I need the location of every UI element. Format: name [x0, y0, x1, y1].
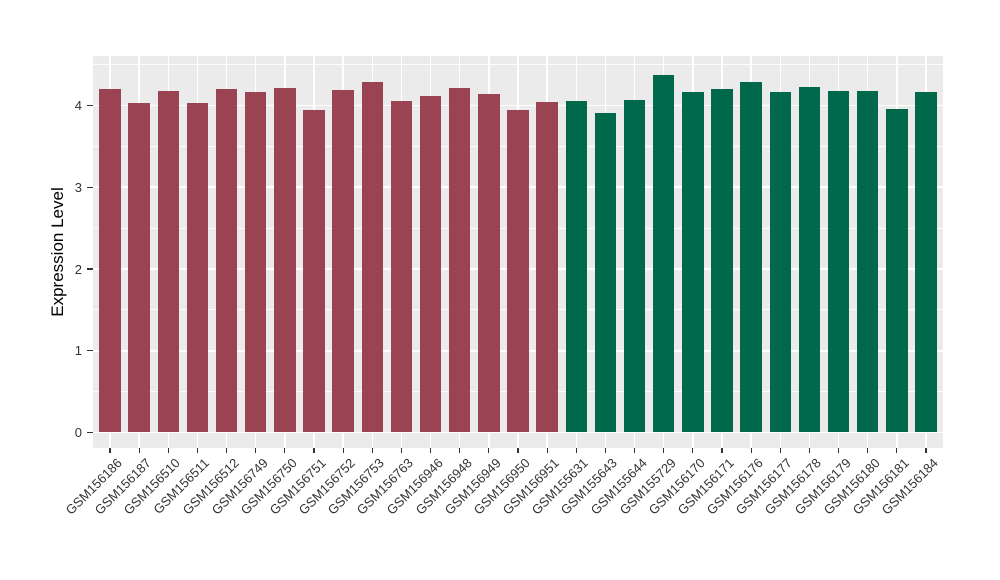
y-tick-mark [87, 186, 93, 188]
x-tick-mark [196, 448, 199, 453]
bar [740, 81, 762, 433]
bar [623, 99, 646, 433]
x-tick-mark [721, 448, 723, 453]
bar [711, 89, 733, 433]
bar [274, 87, 296, 433]
x-tick-mark [925, 448, 927, 453]
x-tick-mark [225, 448, 228, 453]
bar [448, 87, 471, 433]
y-tick-mark [87, 350, 93, 352]
x-tick-mark [459, 448, 461, 453]
bar [886, 108, 908, 433]
x-tick-mark [808, 448, 810, 453]
bar [507, 110, 529, 433]
y-tick-label: 0 [74, 425, 82, 440]
bar [332, 89, 354, 433]
bar [99, 89, 121, 433]
bar [186, 103, 209, 433]
x-tick-mark [663, 448, 665, 453]
x-tick-mark [342, 448, 344, 453]
bar [361, 81, 384, 433]
x-tick-mark [604, 448, 606, 453]
bar [594, 112, 617, 433]
x-tick-mark [517, 448, 519, 453]
x-tick-mark [546, 448, 548, 453]
bar [652, 75, 675, 433]
bar [798, 86, 821, 433]
y-tick-mark [87, 431, 93, 434]
bar [536, 102, 558, 433]
x-tick-mark [167, 448, 169, 453]
x-tick-mark [284, 448, 286, 453]
bar [856, 90, 879, 433]
x-tick-mark [313, 448, 315, 453]
x-tick-mark [371, 448, 373, 453]
bar [390, 100, 413, 433]
y-tick-label: 2 [74, 261, 82, 277]
x-tick-mark [750, 448, 752, 453]
bar [128, 103, 150, 433]
bar [682, 92, 704, 433]
x-tick-mark [575, 448, 577, 453]
y-tick-label: 1 [74, 343, 82, 359]
bar [157, 90, 180, 433]
x-tick-mark [692, 448, 694, 453]
y-tick-label: 3 [74, 179, 82, 195]
x-tick-mark [429, 448, 432, 453]
x-tick-mark [109, 448, 111, 453]
x-tick-mark [896, 448, 898, 453]
x-tick-mark [779, 448, 781, 453]
bar [565, 100, 588, 433]
bar [215, 89, 238, 433]
bar [419, 95, 442, 433]
bar [827, 90, 850, 433]
y-tick-label: 4 [74, 98, 82, 113]
x-tick-mark [633, 448, 636, 453]
bar [303, 109, 325, 433]
x-tick-mark [837, 448, 840, 453]
y-tick-mark [87, 268, 93, 270]
y-axis-title: Expression Level [48, 187, 67, 317]
x-tick-mark [400, 448, 402, 453]
bar [769, 91, 792, 433]
x-tick-mark [138, 448, 140, 453]
y-tick-mark [87, 104, 93, 107]
bar [915, 92, 937, 433]
bar [478, 94, 500, 433]
x-tick-mark [867, 448, 869, 453]
x-tick-mark [488, 448, 490, 453]
x-tick-mark [255, 448, 257, 453]
bar [244, 91, 267, 433]
